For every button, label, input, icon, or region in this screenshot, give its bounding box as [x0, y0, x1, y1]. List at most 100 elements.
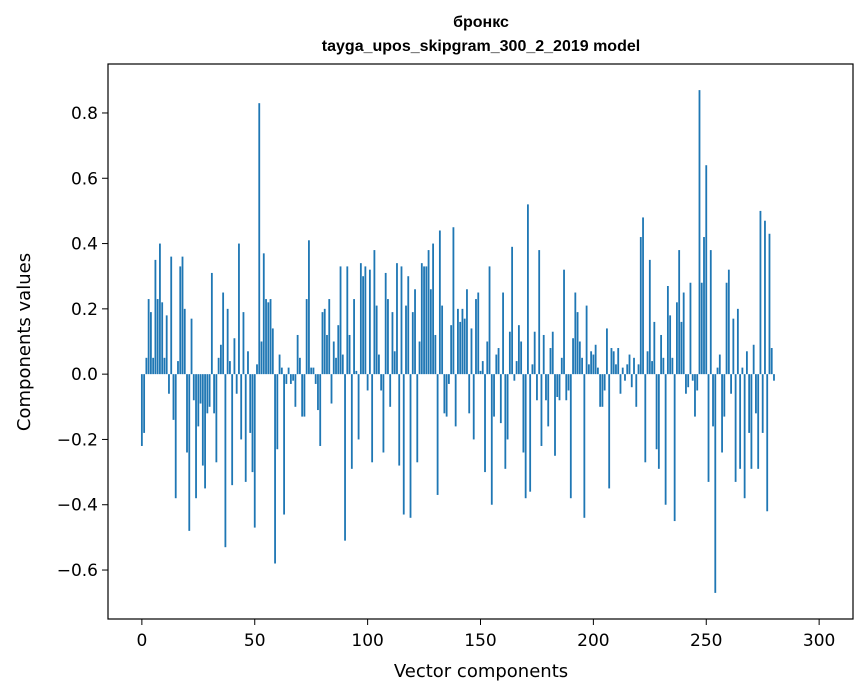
bar: [210, 272, 213, 375]
y-tick-label: 0.8: [71, 104, 98, 124]
bar: [402, 374, 405, 515]
x-tick-label: 300: [803, 631, 835, 651]
bar: [170, 256, 173, 375]
bar: [709, 250, 712, 375]
bar: [619, 374, 622, 394]
bar: [441, 305, 444, 375]
bar: [183, 308, 186, 375]
bar: [583, 374, 586, 518]
bar: [578, 341, 581, 375]
bar: [416, 374, 419, 463]
bar: [197, 374, 200, 427]
bar: [531, 364, 534, 375]
bar: [411, 312, 414, 375]
bar: [617, 348, 620, 375]
bar: [572, 338, 574, 375]
bar: [657, 374, 660, 469]
y-tick-label: 0.2: [71, 300, 98, 320]
bar-series: [140, 90, 775, 593]
bar: [244, 374, 247, 482]
bar: [287, 367, 290, 375]
bar: [326, 334, 328, 375]
bar: [188, 374, 191, 531]
bar: [513, 374, 516, 381]
bar: [633, 357, 635, 375]
bar: [229, 361, 231, 375]
bar: [276, 374, 279, 450]
bar: [335, 357, 337, 375]
bar: [517, 325, 520, 375]
bar: [219, 344, 222, 375]
bar: [328, 299, 331, 375]
bar: [298, 357, 301, 375]
bar: [341, 354, 344, 375]
bar: [700, 282, 703, 375]
bar: [664, 374, 667, 505]
bar: [339, 266, 342, 375]
bar: [569, 374, 572, 499]
bar: [529, 374, 532, 492]
bar: [687, 374, 690, 388]
y-axis-label: Components values: [14, 253, 35, 431]
bar: [215, 374, 218, 463]
bar: [208, 374, 211, 407]
bar: [357, 374, 360, 440]
bar: [590, 351, 593, 375]
bar: [231, 374, 234, 486]
bar: [547, 374, 550, 427]
bar: [260, 341, 263, 375]
bar: [685, 374, 687, 394]
bar: [676, 302, 678, 375]
bar: [486, 341, 489, 375]
bar: [745, 351, 748, 375]
x-tick-label: 50: [244, 631, 266, 651]
bar: [459, 321, 462, 375]
bar: [565, 374, 568, 401]
bar: [773, 374, 775, 381]
bar: [179, 266, 182, 375]
bar: [226, 308, 229, 375]
bar: [159, 243, 161, 375]
bar: [567, 374, 570, 391]
bar: [646, 351, 649, 375]
bar: [429, 289, 432, 375]
bar: [457, 308, 459, 375]
bar: [490, 374, 493, 505]
bar: [310, 367, 313, 375]
bar: [538, 250, 541, 375]
x-axis-ticks: 0 50 100 150 200 250 300: [136, 619, 835, 651]
bar: [624, 374, 626, 381]
y-tick-label: −0.4: [57, 496, 98, 516]
bar: [267, 302, 270, 375]
bar: [495, 354, 498, 375]
bar: [280, 367, 283, 375]
bar: [612, 351, 615, 375]
bar: [741, 367, 744, 375]
bar: [698, 90, 701, 375]
bar: [592, 354, 595, 375]
bar: [551, 331, 554, 375]
bar: [468, 374, 471, 414]
bar: [149, 312, 152, 375]
bar: [477, 292, 480, 375]
bar: [418, 341, 421, 375]
bar: [423, 266, 425, 375]
bar: [705, 165, 708, 375]
bar: [472, 374, 475, 440]
bar: [560, 357, 563, 375]
y-tick-label: 0.4: [71, 235, 98, 255]
bar: [186, 374, 188, 453]
bar: [240, 374, 243, 440]
bar: [499, 374, 502, 424]
bar: [554, 374, 556, 456]
bar: [312, 367, 315, 375]
bar: [165, 315, 168, 375]
bar: [673, 374, 676, 522]
bar: [615, 364, 617, 375]
bar: [292, 374, 295, 381]
bar: [156, 299, 159, 375]
bar: [727, 269, 730, 375]
bar: [682, 292, 685, 375]
bar: [425, 266, 428, 375]
bar: [703, 237, 705, 375]
